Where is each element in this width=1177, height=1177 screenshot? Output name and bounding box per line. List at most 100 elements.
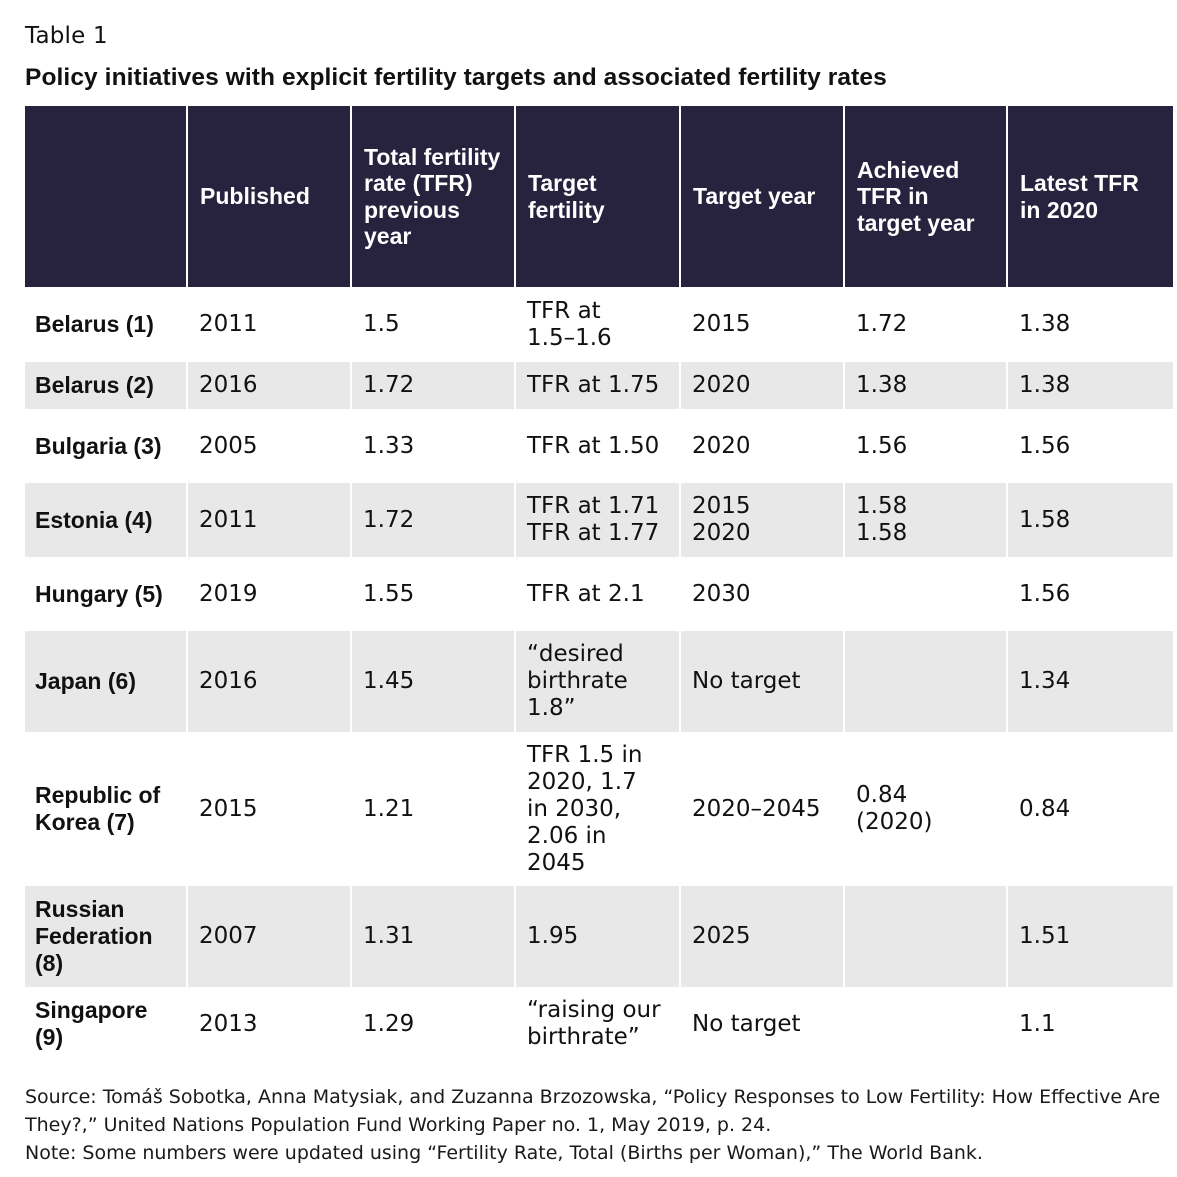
cell-target-fertility-line: “desired <box>527 641 624 667</box>
header-target-fertility: Target fertility <box>514 106 680 287</box>
table-row: Singapore (9) 2013 1.29 “raising our birthra… <box>25 987 1173 1061</box>
header-tfr-previous-year: Total fertility rate (TFR) previous year <box>350 106 515 287</box>
cell-achieved-tfr-line: 1.58 <box>856 520 908 546</box>
cell-target-fertility-line: 1.95 <box>527 923 579 949</box>
cell-tfr-previous-year: 1.21 <box>350 732 515 886</box>
update-note: Note: Some numbers were updated using “F… <box>25 1142 983 1164</box>
cell-country: Singapore (9) <box>25 987 187 1061</box>
cell-tfr-previous-year: 1.29 <box>350 987 515 1061</box>
cell-latest-tfr: 1.34 <box>1006 631 1173 732</box>
cell-published: 2011 <box>186 483 351 557</box>
cell-achieved-tfr: 0.84 (2020) <box>843 732 1007 886</box>
cell-published: 2013 <box>186 987 351 1061</box>
cell-tfr-previous-year: 1.72 <box>350 362 515 409</box>
cell-target-year: 2020 <box>679 409 844 483</box>
cell-target-fertility: 1.95 <box>514 886 680 987</box>
cell-target-year: 2015 <box>679 287 844 362</box>
cell-target-year-line: 2020 <box>692 432 751 459</box>
cell-target-fertility-line: 2045 <box>527 849 586 876</box>
cell-published: 2007 <box>186 886 351 987</box>
header-target-year: Target year <box>679 106 844 287</box>
cell-target-fertility-line: TFR at 1.77 <box>527 520 660 546</box>
cell-latest-tfr: 1.58 <box>1006 483 1173 557</box>
cell-target-year: 2025 <box>679 886 844 987</box>
cell-tfr-previous-year: 1.45 <box>350 631 515 732</box>
cell-achieved-tfr-line: 0.84 <box>856 782 908 808</box>
cell-achieved-tfr-line: (2020) <box>856 809 933 835</box>
cell-achieved-tfr <box>843 557 1007 631</box>
cell-target-year-line: 2030 <box>692 580 751 607</box>
cell-target-fertility-line: birthrate <box>527 668 628 694</box>
cell-achieved-tfr: 1.58 1.58 <box>843 483 1007 557</box>
cell-tfr-previous-year: 1.5 <box>350 287 515 362</box>
cell-latest-tfr: 1.38 <box>1006 287 1173 362</box>
cell-target-fertility: TFR 1.5 in 2020, 1.7 in 2030, 2.06 in 2045 <box>514 732 680 886</box>
cell-target-year-line: 2025 <box>692 923 751 949</box>
cell-target-year-line: 2015 <box>692 493 751 519</box>
cell-target-year-line: No target <box>692 668 801 694</box>
cell-target-fertility-line: 1.8” <box>527 695 576 721</box>
cell-target-fertility-line: 1.5–1.6 <box>527 324 612 351</box>
table-label: Table 1 <box>25 23 108 49</box>
cell-country: Belarus (2) <box>25 362 187 409</box>
cell-tfr-previous-year: 1.31 <box>350 886 515 987</box>
cell-achieved-tfr <box>843 987 1007 1061</box>
cell-target-fertility-line: TFR at 1.75 <box>527 372 660 398</box>
cell-target-fertility: TFR at 1.50 <box>514 409 680 483</box>
cell-target-year-line: 2020–2045 <box>692 795 821 822</box>
cell-target-fertility-line: in 2030, <box>527 795 622 822</box>
cell-target-year-line: No target <box>692 1010 801 1037</box>
cell-target-year: 2020 <box>679 362 844 409</box>
table-row: Republic of Korea (7) 2015 1.21 TFR 1.5 in 2… <box>25 732 1173 886</box>
cell-target-fertility: TFR at 1.5–1.6 <box>514 287 680 362</box>
cell-achieved-tfr: 1.72 <box>843 287 1007 362</box>
cell-latest-tfr: 0.84 <box>1006 732 1173 886</box>
cell-latest-tfr: 1.56 <box>1006 557 1173 631</box>
cell-tfr-previous-year: 1.55 <box>350 557 515 631</box>
header-latest-tfr: Latest TFR in 2020 <box>1006 106 1173 287</box>
cell-target-fertility-line: TFR at 2.1 <box>527 580 645 607</box>
cell-target-fertility-line: “raising our <box>527 997 661 1023</box>
cell-target-fertility-line: TFR at <box>527 297 601 324</box>
source-citation: Source: Tomáš Sobotka, Anna Matysiak, an… <box>25 1086 1161 1136</box>
cell-target-fertility-line: TFR 1.5 in <box>527 741 643 768</box>
table-row: Estonia (4) 2011 1.72 TFR at 1.71 TFR at 1.7… <box>25 483 1173 557</box>
header-country <box>25 106 187 287</box>
cell-target-fertility: TFR at 2.1 <box>514 557 680 631</box>
cell-target-fertility-line: TFR at 1.71 <box>527 493 660 519</box>
document: Table 1 Policy initiatives with explicit… <box>25 20 1173 1167</box>
cell-target-year: 2020–2045 <box>679 732 844 886</box>
cell-achieved-tfr: 1.56 <box>843 409 1007 483</box>
header-row: Published Total fertility rate (TFR) pre… <box>25 106 1173 287</box>
table-row: Russian Federation (8) 2007 1.31 1.95 2025 1.… <box>25 886 1173 987</box>
cell-target-year: 2030 <box>679 557 844 631</box>
source-notes: Source: Tomáš Sobotka, Anna Matysiak, an… <box>25 1083 1173 1167</box>
cell-published: 2011 <box>186 287 351 362</box>
cell-latest-tfr: 1.1 <box>1006 987 1173 1061</box>
cell-achieved-tfr-line: 1.58 <box>856 493 908 519</box>
cell-country: Estonia (4) <box>25 483 187 557</box>
header-achieved-tfr: Achieved TFR in target year <box>843 106 1007 287</box>
cell-published: 2016 <box>186 362 351 409</box>
cell-achieved-tfr <box>843 886 1007 987</box>
cell-latest-tfr: 1.51 <box>1006 886 1173 987</box>
cell-country: Bulgaria (3) <box>25 409 187 483</box>
cell-target-year-line: 2020 <box>692 372 751 398</box>
cell-target-fertility-line: TFR at 1.50 <box>527 432 660 459</box>
table-row: Hungary (5) 2019 1.55 TFR at 2.1 2030 1.56 <box>25 557 1173 631</box>
cell-target-year-line: 2020 <box>692 520 751 546</box>
cell-target-year: No target <box>679 987 844 1061</box>
cell-target-fertility-line: birthrate” <box>527 1024 640 1050</box>
cell-achieved-tfr: 1.38 <box>843 362 1007 409</box>
cell-target-year: 2015 2020 <box>679 483 844 557</box>
cell-country: Russian Federation (8) <box>25 886 187 987</box>
cell-published: 2015 <box>186 732 351 886</box>
cell-tfr-previous-year: 1.33 <box>350 409 515 483</box>
cell-published: 2016 <box>186 631 351 732</box>
header-published: Published <box>186 106 351 287</box>
table-row: Belarus (2) 2016 1.72 TFR at 1.75 2020 1.38 1.… <box>25 362 1173 409</box>
cell-target-fertility-line: 2.06 in <box>527 822 607 849</box>
cell-target-fertility: TFR at 1.71 TFR at 1.77 <box>514 483 680 557</box>
cell-tfr-previous-year: 1.72 <box>350 483 515 557</box>
table-row: Belarus (1) 2011 1.5 TFR at 1.5–1.6 2015 1.72 1… <box>25 287 1173 362</box>
